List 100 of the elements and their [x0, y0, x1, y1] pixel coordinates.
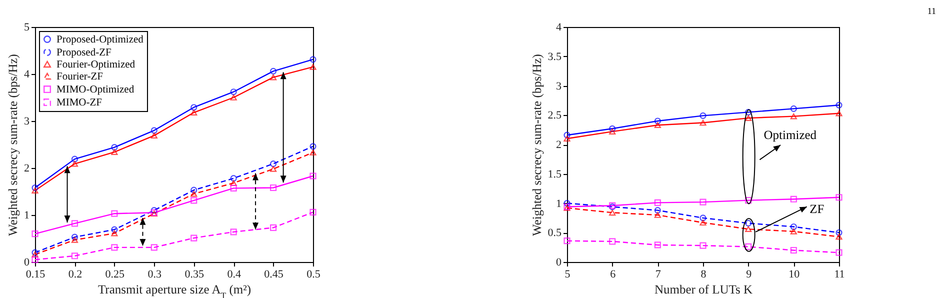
legend-label: Fourier-Optimized: [56, 59, 136, 70]
point: [700, 242, 706, 249]
point: [111, 244, 118, 251]
x-tick-label: 0.5: [306, 268, 321, 280]
x-tick-label: 0.2: [68, 268, 82, 280]
y-tick-label: 3: [24, 116, 30, 128]
point: [32, 188, 38, 194]
point: [230, 228, 237, 236]
point: [310, 143, 316, 150]
y-tick-label: 3.5: [548, 50, 562, 63]
point: [150, 132, 158, 138]
point: [111, 210, 118, 217]
y-tick-label: 3: [556, 80, 562, 92]
point: [609, 210, 616, 216]
point: [745, 108, 752, 116]
y-tick-label: 5: [24, 22, 30, 34]
y-tick-label: 2: [24, 162, 30, 174]
point: [270, 184, 277, 192]
y-tick-label: 1.5: [548, 168, 562, 180]
y-tick-label: 1: [556, 198, 562, 210]
y-axis-title: Weighted secrecy sum-rate (bps/Hz): [530, 54, 544, 236]
point: [71, 252, 78, 260]
point: [654, 118, 661, 124]
y-tick-label: 2: [556, 139, 562, 151]
y-tick-label: 0: [556, 256, 562, 268]
point: [564, 136, 570, 142]
point: [564, 238, 570, 244]
point: [111, 226, 118, 233]
point: [230, 94, 237, 100]
point: [609, 238, 616, 245]
point: [564, 200, 570, 207]
x-tick-label: 0.25: [105, 268, 126, 280]
point: [270, 166, 277, 172]
x-tick-label: 0.15: [26, 268, 46, 280]
point: [310, 172, 316, 180]
x-tick-label: 6: [610, 268, 616, 280]
point: [111, 230, 118, 236]
point: [654, 199, 661, 206]
point: [150, 127, 158, 134]
point: [700, 214, 706, 222]
x-tick-label: 0.35: [184, 268, 204, 280]
point: [111, 144, 118, 151]
x-tick-label: 11: [834, 268, 845, 280]
point: [190, 186, 198, 194]
legend-label: MIMO-Optimized: [56, 84, 135, 96]
point: [71, 234, 78, 240]
point: [836, 234, 842, 240]
point: [609, 125, 616, 132]
point: [790, 196, 797, 202]
annotation: Optimized: [764, 128, 818, 142]
point: [150, 244, 158, 251]
legend-label: Proposed-ZF: [56, 47, 112, 58]
point: [71, 236, 78, 243]
point: [270, 68, 277, 74]
point: [836, 249, 842, 256]
point: [270, 74, 277, 80]
y-tick-label: 0: [24, 256, 30, 268]
x-tick-label: 7: [655, 268, 662, 280]
y-tick-label: 4: [556, 22, 562, 34]
legend-label: Fourier-ZF: [56, 71, 104, 82]
annotation: ZF: [810, 202, 824, 216]
point: [310, 208, 316, 216]
point: [111, 149, 118, 155]
point: [230, 88, 237, 96]
point: [836, 229, 842, 236]
point: [790, 246, 797, 254]
point: [654, 212, 661, 218]
x-tick-label: 0.4: [227, 268, 242, 280]
point: [654, 207, 661, 214]
point: [270, 160, 277, 168]
x-tick-label: 10: [788, 268, 800, 280]
point: [745, 220, 752, 227]
point: [745, 243, 752, 250]
point: [700, 112, 706, 119]
point: [700, 120, 706, 126]
point: [32, 252, 38, 258]
x-tick-label: 9: [746, 268, 752, 280]
point: [745, 226, 752, 232]
legend-label: Proposed-Optimized: [56, 34, 144, 46]
point: [609, 128, 616, 134]
point: [700, 220, 706, 226]
point: [654, 122, 661, 128]
point: [310, 150, 316, 156]
legend-label: MIMO-ZF: [56, 97, 102, 108]
point: [190, 197, 198, 204]
x-tick-label: 8: [700, 268, 707, 280]
point: [745, 115, 752, 121]
x-axis-title: Number of LUTs K: [654, 282, 753, 296]
point: [32, 230, 38, 238]
point: [230, 180, 237, 186]
point: [230, 175, 237, 182]
point: [310, 64, 316, 70]
y-tick-label: 0.5: [548, 227, 562, 240]
point: [836, 110, 842, 116]
x-tick-label: 5: [564, 268, 571, 280]
point: [32, 256, 38, 263]
point: [790, 113, 797, 120]
point: [71, 156, 78, 162]
text: 11: [927, 6, 936, 16]
point: [745, 197, 752, 204]
